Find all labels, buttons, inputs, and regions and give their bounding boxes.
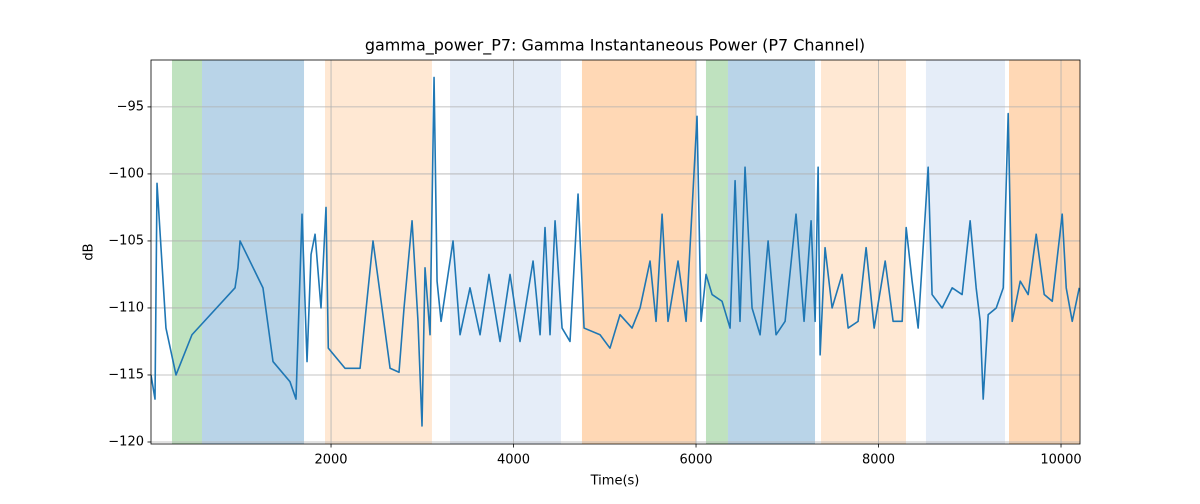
y-tick-label: −95 <box>117 99 144 114</box>
spans <box>171 60 1080 444</box>
shaded-span <box>581 60 696 444</box>
y-tick-label: −120 <box>108 434 144 449</box>
x-tick-label: 8000 <box>862 453 895 468</box>
shaded-span <box>727 60 816 444</box>
chart-title: gamma_power_P7: Gamma Instantaneous Powe… <box>365 36 865 56</box>
shaded-span <box>202 60 305 444</box>
shaded-span <box>450 60 561 444</box>
shaded-span <box>821 60 906 444</box>
shaded-span <box>171 60 203 444</box>
data-line <box>151 76 1080 427</box>
x-tick-label: 10000 <box>1040 453 1081 468</box>
ticks: 2000 4000 6000 8000 10000 −95 −100 −105 −110 −115… <box>108 99 1081 467</box>
x-tick-label: 4000 <box>497 453 530 468</box>
x-axis-label: Time(s) <box>590 474 640 489</box>
x-tick-label: 2000 <box>314 453 347 468</box>
shaded-span <box>705 60 728 444</box>
y-tick-label: −105 <box>108 233 144 248</box>
y-tick-label: −115 <box>108 367 144 382</box>
y-tick-label: −110 <box>108 300 144 315</box>
lines <box>151 76 1080 427</box>
shaded-span <box>925 60 1005 444</box>
shaded-span <box>325 60 432 444</box>
y-tick-label: −100 <box>108 166 144 181</box>
shaded-span <box>1009 60 1080 444</box>
y-axis-label: dB <box>82 243 97 260</box>
x-tick-label: 6000 <box>679 453 712 468</box>
axes-frame <box>150 59 1081 445</box>
